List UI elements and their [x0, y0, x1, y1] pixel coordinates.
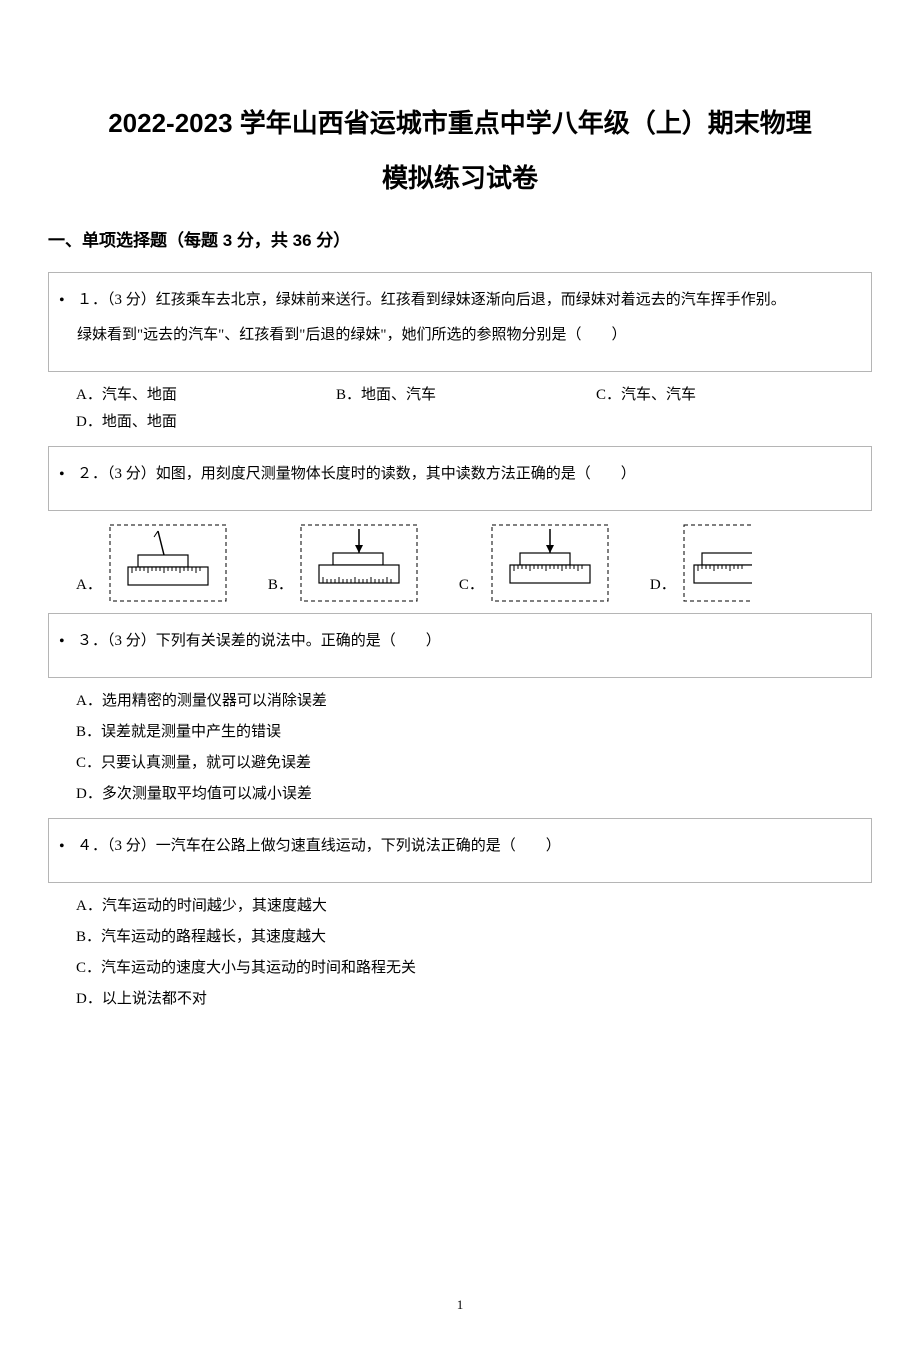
q3-opt-b: B．误差就是测量中产生的错误: [76, 719, 872, 746]
q1-opt-d: D．地面、地面: [76, 409, 177, 436]
question-3-options: A．选用精密的测量仪器可以消除误差 B．误差就是测量中产生的错误 C．只要认真测…: [76, 688, 872, 808]
q2-opt-b-label: B．: [268, 572, 293, 603]
q2-figure-c: C．: [459, 523, 610, 603]
q2-figure-a: A．: [76, 523, 228, 603]
ruler-diagram-b: [299, 523, 419, 603]
question-1: １．（3 分）红孩乘车去北京，绿妹前来送行。红孩看到绿妹逐渐向后退，而绿妹对着远…: [48, 272, 872, 372]
question-4: ４．（3 分）一汽车在公路上做匀速直线运动，下列说法正确的是（ ）: [48, 818, 872, 883]
q2-figure-b: B．: [268, 523, 419, 603]
q3-opt-a: A．选用精密的测量仪器可以消除误差: [76, 688, 872, 715]
q1-number: １．（3 分）: [77, 292, 156, 308]
q2-opt-a-label: A．: [76, 572, 102, 603]
question-3: ３．（3 分）下列有关误差的说法中。正确的是（ ）: [48, 613, 872, 678]
q1-opt-c: C．汽车、汽车: [596, 382, 796, 409]
question-3-stem: ３．（3 分）下列有关误差的说法中。正确的是（ ）: [77, 628, 855, 655]
q2-figure-d: D．: [650, 523, 752, 603]
q1-opt-b: B．地面、汽车: [336, 382, 536, 409]
ruler-diagram-d: [682, 523, 752, 603]
question-2-stem: ２．（3 分）如图，用刻度尺测量物体长度时的读数，其中读数方法正确的是（ ）: [77, 461, 855, 488]
question-1-options: A．汽车、地面 B．地面、汽车 C．汽车、汽车 D．地面、地面: [76, 382, 872, 436]
exam-title-line2: 模拟练习试卷: [48, 155, 872, 202]
exam-title-line1: 2022-2023 学年山西省运城市重点中学八年级（上）期末物理: [48, 100, 872, 147]
q2-opt-c-label: C．: [459, 572, 484, 603]
q2-opt-d-label: D．: [650, 572, 676, 603]
section-1-heading: 一、单项选择题（每题 3 分，共 36 分）: [48, 226, 872, 257]
page-number: 1: [48, 1293, 872, 1316]
q2-number: ２．（3 分）: [77, 466, 156, 482]
q4-opt-b: B．汽车运动的路程越长，其速度越大: [76, 924, 872, 951]
ruler-diagram-a: [108, 523, 228, 603]
question-2: ２．（3 分）如图，用刻度尺测量物体长度时的读数，其中读数方法正确的是（ ）: [48, 446, 872, 511]
question-2-figures: A．: [76, 523, 872, 603]
question-1-stem: １．（3 分）红孩乘车去北京，绿妹前来送行。红孩看到绿妹逐渐向后退，而绿妹对着远…: [77, 287, 855, 314]
question-4-stem: ４．（3 分）一汽车在公路上做匀速直线运动，下列说法正确的是（ ）: [77, 833, 855, 860]
q1-opt-a: A．汽车、地面: [76, 382, 276, 409]
q3-opt-c: C．只要认真测量，就可以避免误差: [76, 750, 872, 777]
q4-opt-d: D．以上说法都不对: [76, 986, 872, 1013]
q4-opt-c: C．汽车运动的速度大小与其运动的时间和路程无关: [76, 955, 872, 982]
question-4-options: A．汽车运动的时间越少，其速度越大 B．汽车运动的路程越长，其速度越大 C．汽车…: [76, 893, 872, 1013]
q3-opt-d: D．多次测量取平均值可以减小误差: [76, 781, 872, 808]
ruler-diagram-c: [490, 523, 610, 603]
q4-opt-a: A．汽车运动的时间越少，其速度越大: [76, 893, 872, 920]
q3-number: ３．（3 分）: [77, 633, 156, 649]
question-1-stem-cont: 绿妹看到"远去的汽车"、红孩看到"后退的绿妹"，她们所选的参照物分别是（ ）: [77, 322, 855, 349]
q4-number: ４．（3 分）: [77, 838, 156, 854]
